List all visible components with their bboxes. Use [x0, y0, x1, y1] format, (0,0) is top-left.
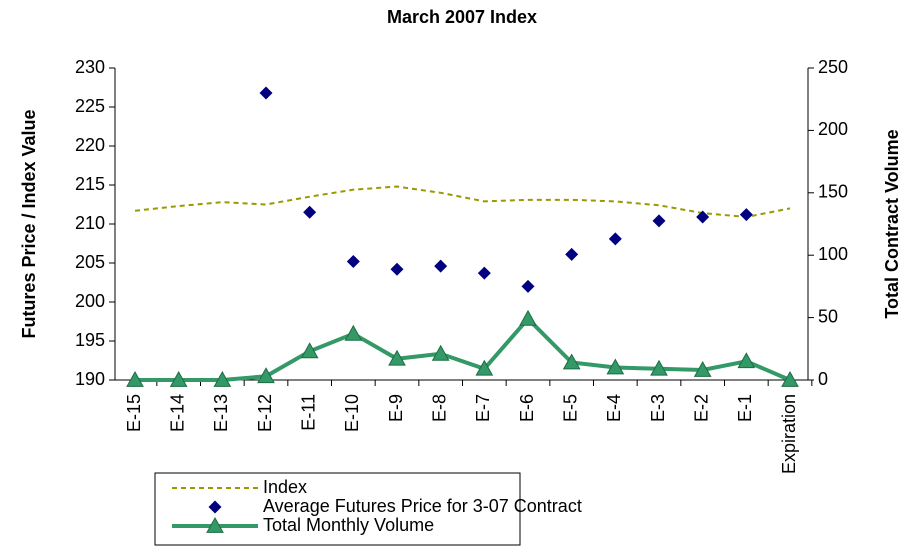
triangle-marker	[213, 370, 232, 387]
series-line	[135, 315, 791, 382]
y-tick-label: 215	[75, 174, 105, 194]
triangle-marker	[475, 359, 494, 376]
x-tick-label: E-12	[255, 394, 275, 432]
x-tick-label: Expiration	[779, 394, 799, 474]
y2-axis-title: Total Contract Volume	[882, 129, 902, 318]
diamond-marker	[565, 247, 579, 261]
legend-label: Index	[263, 477, 307, 497]
triangle-marker	[300, 342, 319, 359]
x-tick-label: E-10	[342, 394, 362, 432]
triangle-marker	[519, 309, 537, 326]
x-tick-label: E-8	[429, 394, 449, 422]
x-tick-label: E-11	[298, 394, 318, 431]
y2-tick-label: 250	[818, 57, 848, 77]
y2-tick-label: 0	[818, 369, 828, 389]
triangle-marker	[257, 367, 275, 384]
y-tick-label: 220	[75, 135, 105, 155]
x-tick-label: E-2	[691, 394, 711, 422]
diamond-marker	[696, 210, 710, 224]
triangle-marker	[562, 353, 581, 370]
diamond-marker	[477, 266, 491, 280]
y2-tick-label: 100	[818, 244, 848, 264]
diamond-marker	[390, 262, 404, 276]
x-tick-label: E-9	[386, 394, 406, 422]
y-axis-title: Futures Price / Index Value	[19, 109, 39, 338]
series-line	[134, 185, 791, 218]
triangle-marker	[650, 359, 668, 376]
triangle-marker	[169, 370, 188, 387]
legend-key	[206, 516, 224, 533]
x-tick-label: E-4	[604, 394, 624, 422]
x-tick-label: E-1	[735, 394, 755, 422]
y-tick-label: 190	[75, 369, 105, 389]
triangle-marker	[344, 324, 363, 341]
x-tick-label: E-13	[211, 394, 231, 432]
diamond-marker	[652, 214, 666, 228]
chart-title: March 2007 Index	[387, 7, 537, 27]
triangle-marker	[388, 349, 406, 366]
diamond-marker	[259, 86, 273, 100]
y-tick-label: 195	[75, 330, 105, 350]
triangle-marker	[781, 370, 799, 387]
legend-key	[208, 500, 222, 514]
triangle-marker	[693, 360, 712, 377]
y2-tick-label: 50	[818, 306, 838, 326]
triangle-marker	[737, 352, 756, 369]
x-tick-label: E-5	[560, 394, 580, 422]
x-tick-label: E-15	[124, 394, 144, 432]
triangle-marker	[126, 370, 144, 387]
y2-tick-label: 200	[818, 119, 848, 139]
x-tick-label: E-7	[473, 394, 493, 422]
y2-tick-label: 150	[818, 182, 848, 202]
legend-label: Total Monthly Volume	[263, 515, 434, 535]
diamond-marker	[434, 259, 448, 273]
y-tick-label: 205	[75, 252, 105, 272]
triangle-marker	[431, 344, 450, 361]
diamond-marker	[303, 205, 317, 219]
y-tick-label: 225	[75, 96, 105, 116]
x-tick-label: E-3	[648, 394, 668, 422]
x-tick-label: E-14	[167, 394, 187, 432]
y-tick-label: 200	[75, 291, 105, 311]
diamond-marker	[521, 279, 535, 293]
triangle-marker	[606, 358, 625, 375]
diamond-marker	[739, 208, 753, 222]
diamond-marker	[346, 254, 360, 268]
diamond-marker	[608, 232, 622, 246]
y-tick-label: 210	[75, 213, 105, 233]
y-tick-label: 230	[75, 57, 105, 77]
legend-label: Average Futures Price for 3-07 Contract	[263, 496, 582, 516]
x-tick-label: E-6	[517, 394, 537, 422]
